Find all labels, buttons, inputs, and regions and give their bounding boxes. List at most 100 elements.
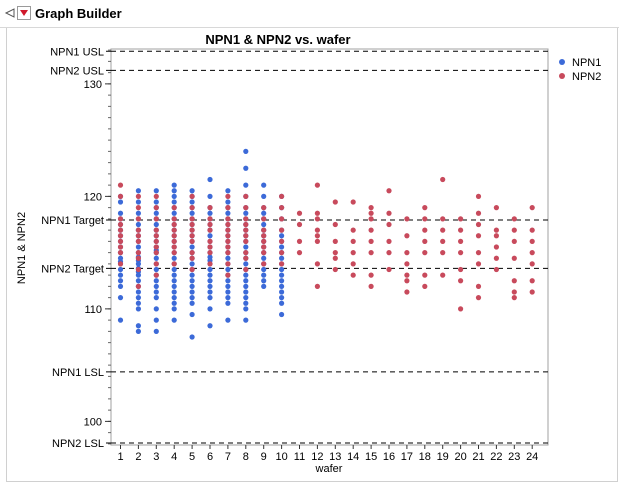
data-point-npn1 — [225, 255, 231, 261]
data-point-npn2 — [368, 250, 374, 256]
data-point-npn1 — [207, 323, 213, 329]
data-point-npn1 — [279, 244, 285, 250]
data-point-npn2 — [225, 261, 231, 267]
data-point-npn2 — [493, 244, 499, 250]
data-point-npn1 — [135, 300, 141, 306]
data-point-npn1 — [207, 266, 213, 273]
data-point-npn2 — [117, 244, 124, 250]
data-point-npn2 — [171, 250, 177, 256]
data-point-npn1 — [225, 278, 231, 284]
data-point-npn1 — [279, 255, 285, 261]
data-points — [117, 148, 535, 340]
reference-line-label: NPN2 USL — [50, 65, 104, 77]
data-point-npn1 — [243, 182, 249, 188]
data-point-npn2 — [225, 227, 231, 233]
data-point-npn2 — [207, 216, 213, 222]
legend[interactable]: NPN1 NPN2 — [559, 57, 601, 83]
data-point-npn1 — [171, 210, 177, 216]
data-point-npn2 — [314, 210, 320, 216]
data-point-npn1 — [153, 188, 159, 194]
data-point-npn2 — [117, 238, 124, 244]
data-point-npn2 — [422, 238, 428, 244]
data-point-npn2 — [386, 238, 392, 244]
data-point-npn1 — [279, 233, 285, 239]
data-point-npn2 — [225, 216, 231, 222]
data-point-npn2 — [332, 255, 338, 261]
data-point-npn2 — [207, 244, 213, 250]
legend-label-npn1[interactable]: NPN1 — [572, 57, 601, 69]
data-point-npn2 — [261, 238, 267, 244]
data-point-npn2 — [243, 255, 249, 261]
data-point-npn2 — [350, 250, 356, 256]
x-tick-label: 3 — [153, 451, 159, 463]
data-point-npn2 — [225, 205, 231, 211]
data-point-npn2 — [493, 227, 499, 233]
data-point-npn2 — [458, 216, 464, 222]
data-point-npn2 — [440, 176, 446, 183]
data-point-npn1 — [243, 278, 249, 284]
x-tick-label: 8 — [243, 451, 249, 463]
data-point-npn2 — [368, 227, 374, 233]
data-point-npn1 — [171, 255, 177, 261]
data-point-npn2 — [350, 238, 356, 244]
x-tick-label: 5 — [189, 451, 195, 463]
data-point-npn2 — [386, 221, 392, 228]
data-point-npn2 — [440, 216, 446, 222]
data-point-npn2 — [261, 233, 267, 239]
data-point-npn1 — [225, 283, 231, 289]
data-point-npn1 — [117, 199, 124, 205]
legend-marker-npn1 — [559, 59, 565, 65]
data-point-npn1 — [207, 295, 213, 301]
red-triangle-menu-button[interactable] — [17, 6, 31, 20]
data-point-npn1 — [153, 278, 159, 284]
data-point-npn2 — [243, 221, 249, 228]
y-tick-label: 110 — [84, 304, 102, 316]
data-point-npn2 — [458, 306, 464, 312]
data-point-npn2 — [225, 244, 231, 250]
data-point-npn2 — [368, 216, 374, 222]
x-tick-label: 19 — [437, 451, 449, 463]
data-point-npn1 — [135, 278, 141, 284]
data-point-npn1 — [189, 244, 195, 250]
x-tick-label: 13 — [329, 451, 341, 463]
data-point-npn2 — [243, 216, 249, 222]
data-point-npn1 — [243, 295, 249, 301]
collapse-triangle-icon[interactable] — [4, 7, 16, 19]
x-tick-label: 14 — [347, 451, 359, 463]
data-point-npn1 — [243, 261, 249, 267]
data-point-npn1 — [261, 283, 267, 289]
x-tick-label: 9 — [261, 451, 267, 463]
data-point-npn1 — [207, 233, 213, 239]
data-point-npn2 — [529, 238, 535, 244]
graph-builder-header: Graph Builder — [0, 0, 619, 28]
data-point-npn1 — [153, 306, 159, 312]
data-point-npn2 — [117, 221, 124, 228]
data-point-npn2 — [117, 261, 124, 267]
data-point-npn2 — [386, 250, 392, 256]
data-point-npn2 — [440, 272, 446, 278]
x-tick-label: 24 — [526, 451, 538, 463]
data-point-npn1 — [207, 272, 213, 278]
reference-line-label: NPN1 USL — [50, 46, 104, 58]
plot-frame — [110, 48, 549, 446]
data-point-npn2 — [225, 221, 231, 228]
data-point-npn2 — [511, 216, 517, 222]
data-point-npn1 — [261, 193, 267, 199]
data-point-npn2 — [368, 210, 374, 216]
data-point-npn2 — [135, 238, 141, 244]
data-point-npn2 — [422, 250, 428, 256]
data-point-npn2 — [511, 227, 517, 233]
data-point-npn2 — [404, 250, 410, 256]
data-point-npn2 — [153, 205, 159, 211]
data-point-npn2 — [475, 283, 482, 289]
data-point-npn2 — [171, 205, 177, 211]
data-point-npn2 — [529, 205, 535, 211]
y-axis-label: NPN1 & NPN2 — [16, 212, 28, 284]
data-point-npn1 — [189, 283, 195, 289]
data-point-npn1 — [279, 300, 285, 306]
legend-label-npn2[interactable]: NPN2 — [572, 71, 601, 83]
data-point-npn2 — [207, 261, 213, 267]
data-point-npn1 — [171, 300, 177, 306]
data-point-npn2 — [529, 289, 535, 295]
data-point-npn1 — [243, 210, 249, 216]
